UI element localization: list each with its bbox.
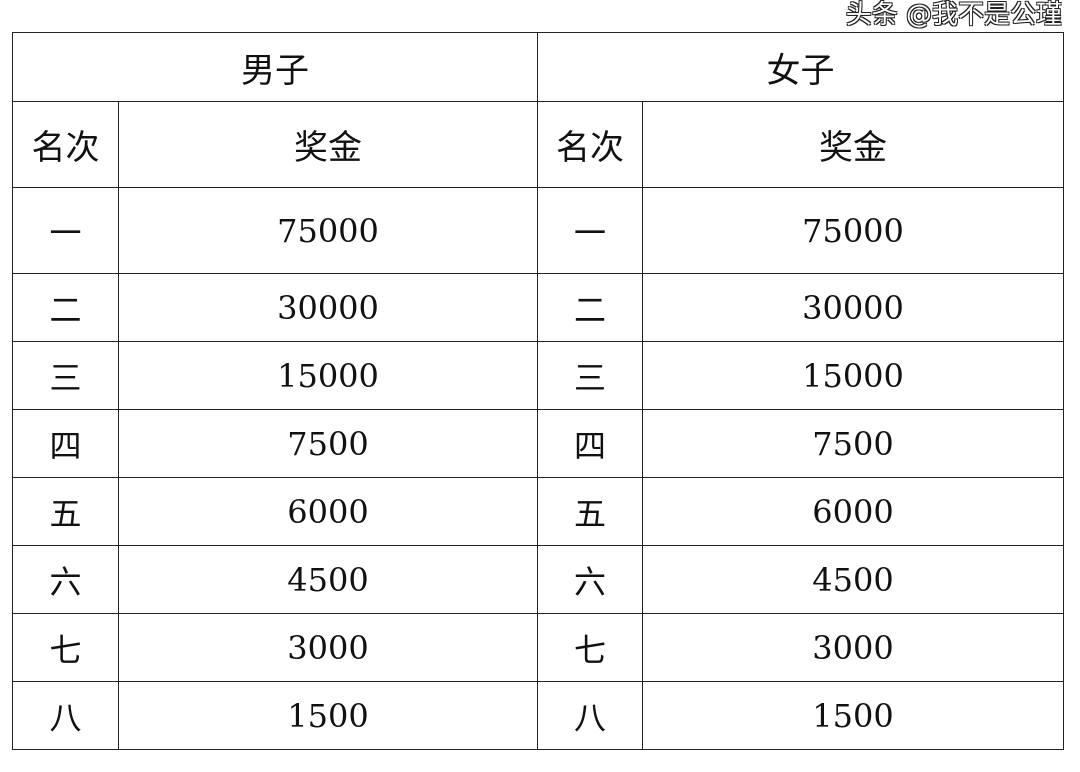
column-header-rank: 名次 [537, 101, 643, 188]
prize-cell: 15000 [642, 341, 1064, 410]
prize-cell: 3000 [118, 613, 538, 682]
rank-cell: 七 [537, 613, 643, 682]
table-row: 五 6000 五 6000 [12, 477, 1064, 546]
table-row: 六 4500 六 4500 [12, 545, 1064, 614]
prize-cell: 4500 [642, 545, 1064, 614]
table-row: 八 1500 八 1500 [12, 681, 1064, 750]
table-row: 七 3000 七 3000 [12, 613, 1064, 682]
rank-cell: 三 [12, 341, 119, 410]
prize-cell: 75000 [642, 187, 1064, 274]
prize-cell: 75000 [118, 187, 538, 274]
table-row: 二 30000 二 30000 [12, 273, 1064, 342]
rank-cell: 八 [12, 681, 119, 750]
prize-cell: 3000 [642, 613, 1064, 682]
rank-cell: 四 [537, 409, 643, 478]
table-row: 一 75000 一 75000 [12, 187, 1064, 274]
column-header-rank: 名次 [12, 101, 119, 188]
table-row: 四 7500 四 7500 [12, 409, 1064, 478]
rank-cell: 三 [537, 341, 643, 410]
group-header-men: 男子 [12, 32, 538, 102]
table-row: 三 15000 三 15000 [12, 341, 1064, 410]
rank-cell: 五 [537, 477, 643, 546]
rank-cell: 一 [537, 187, 643, 274]
rank-cell: 一 [12, 187, 119, 274]
rank-cell: 五 [12, 477, 119, 546]
prize-cell: 6000 [118, 477, 538, 546]
prize-cell: 6000 [642, 477, 1064, 546]
rank-cell: 六 [12, 545, 119, 614]
prize-cell: 15000 [118, 341, 538, 410]
rank-cell: 六 [537, 545, 643, 614]
prize-cell: 7500 [642, 409, 1064, 478]
watermark: 头条 @我不是公瑾 [845, 0, 1062, 30]
prize-cell: 30000 [118, 273, 538, 342]
prize-cell: 1500 [118, 681, 538, 750]
prize-cell: 4500 [118, 545, 538, 614]
prize-cell: 30000 [642, 273, 1064, 342]
column-header-prize: 奖金 [642, 101, 1064, 188]
group-header-women: 女子 [537, 32, 1064, 102]
prize-cell: 1500 [642, 681, 1064, 750]
rank-cell: 七 [12, 613, 119, 682]
rank-cell: 四 [12, 409, 119, 478]
rank-cell: 八 [537, 681, 643, 750]
prize-table: 男子 女子 名次 奖金 名次 奖金 一 75000 一 75000 二 30000 二 300… [12, 32, 1064, 750]
rank-cell: 二 [537, 273, 643, 342]
prize-cell: 7500 [118, 409, 538, 478]
column-header-prize: 奖金 [118, 101, 538, 188]
rank-cell: 二 [12, 273, 119, 342]
